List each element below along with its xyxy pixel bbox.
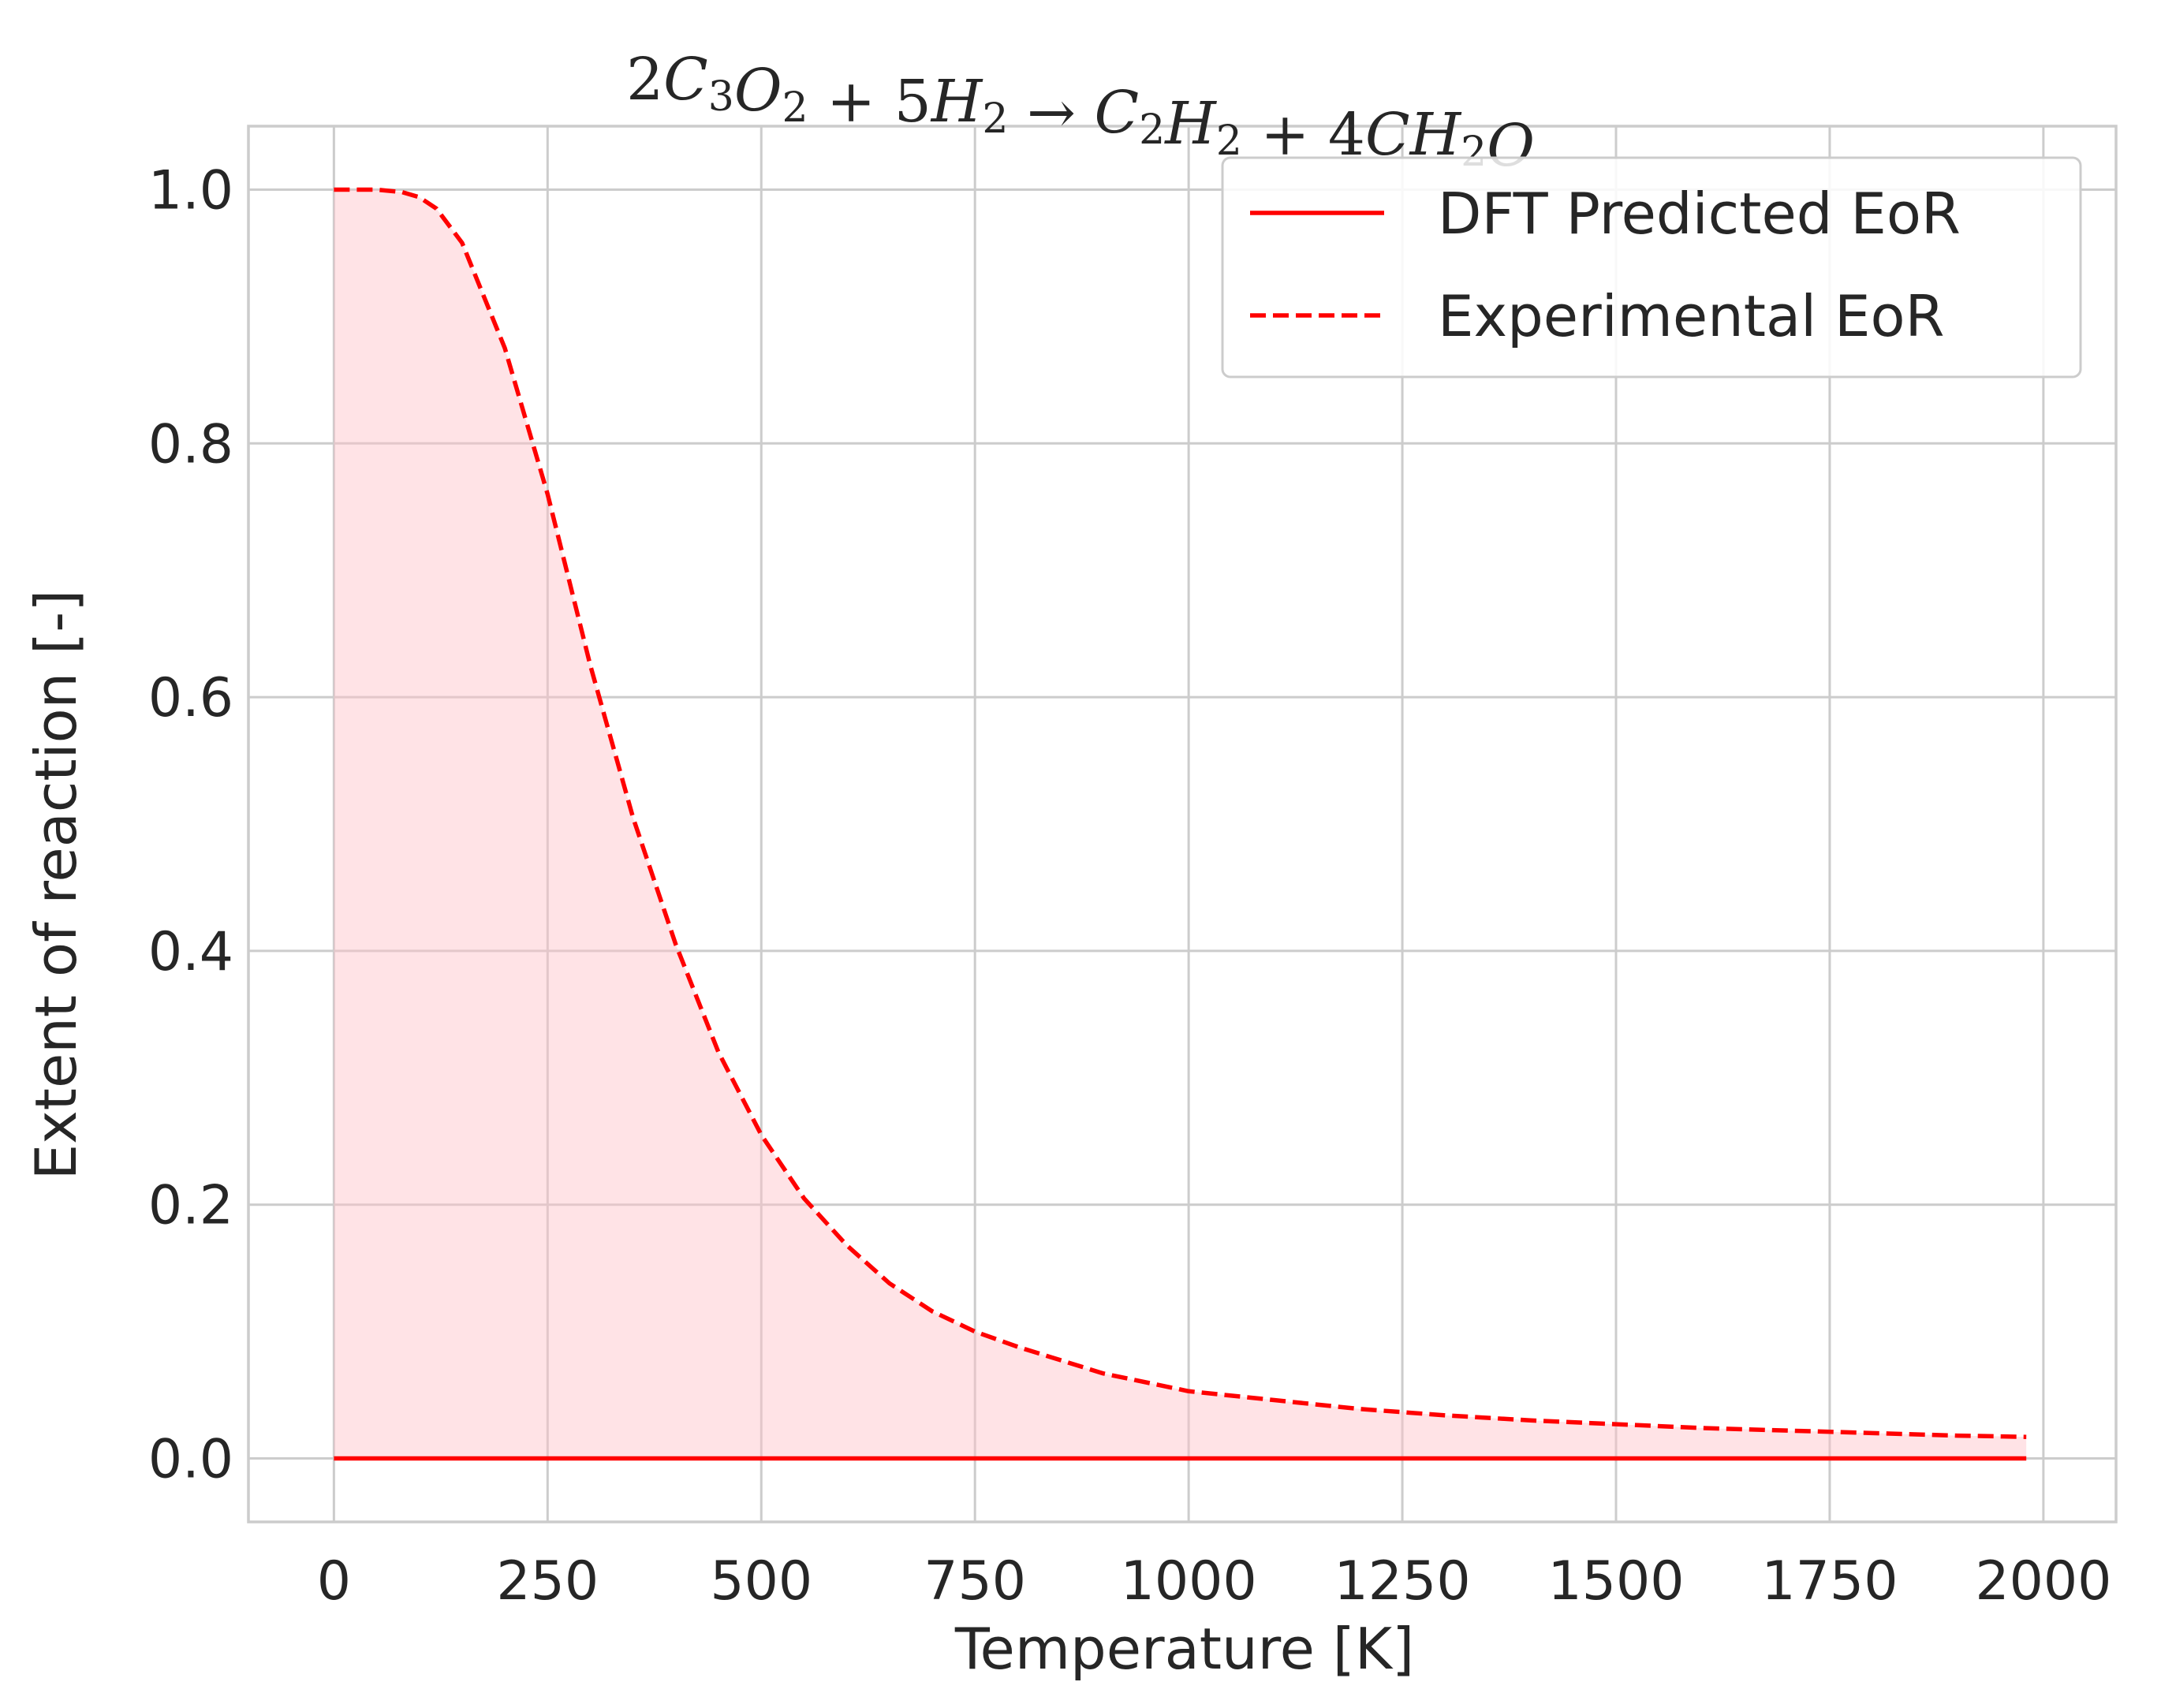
x-tick-label: 2000 [1975,1550,2111,1613]
legend: DFT Predicted EoR Experimental EoR [1221,156,2082,379]
series-layer [334,187,2027,1461]
legend-label-experimental: Experimental EoR [1438,283,1945,349]
legend-label-dft: DFT Predicted EoR [1438,181,1961,247]
x-tick-label: 1250 [1334,1550,1471,1613]
x-tick-label: 1000 [1121,1550,1257,1613]
experimental-fill-area [334,189,2027,1459]
y-axis-label: Extent of reaction [-] [23,590,89,1180]
title-part: 2 [626,46,663,114]
title-part: 3 [708,73,734,121]
y-axis-ticks: 0.0 0.2 0.4 0.6 0.8 1.0 [148,159,233,1490]
x-tick-label: 1500 [1547,1550,1684,1613]
x-tick-label: 250 [496,1550,599,1613]
x-tick-label: 750 [924,1550,1026,1613]
y-tick-label: 0.8 [148,413,233,475]
x-axis-label: Temperature [K] [954,1616,1414,1682]
title-part: 2 [782,84,808,132]
title-part: 2 [982,95,1008,143]
y-tick-label: 0.2 [148,1175,233,1237]
title-part: → [1008,79,1094,147]
title-part: H [930,68,983,136]
y-tick-label: 0.6 [148,667,233,729]
title-part: 5 [894,68,931,136]
title-part: + [808,68,894,136]
y-tick-label: 0.0 [148,1429,233,1491]
title-part: O [734,57,782,125]
title-part: C [663,46,708,114]
y-tick-label: 1.0 [148,159,233,222]
x-tick-label: 0 [317,1550,351,1613]
x-tick-label: 500 [710,1550,812,1613]
x-axis-ticks: 0 250 500 750 1000 1250 1500 1750 2000 [317,1550,2112,1613]
legend-box [1221,156,2082,379]
y-tick-label: 0.4 [148,921,233,983]
x-tick-label: 1750 [1761,1550,1898,1613]
title-part: C [1095,79,1140,147]
series-line-experimental [334,187,2027,1439]
title-part: H [1163,90,1217,158]
plot-frame [247,125,2118,1523]
title-part: 2 [1139,106,1165,154]
